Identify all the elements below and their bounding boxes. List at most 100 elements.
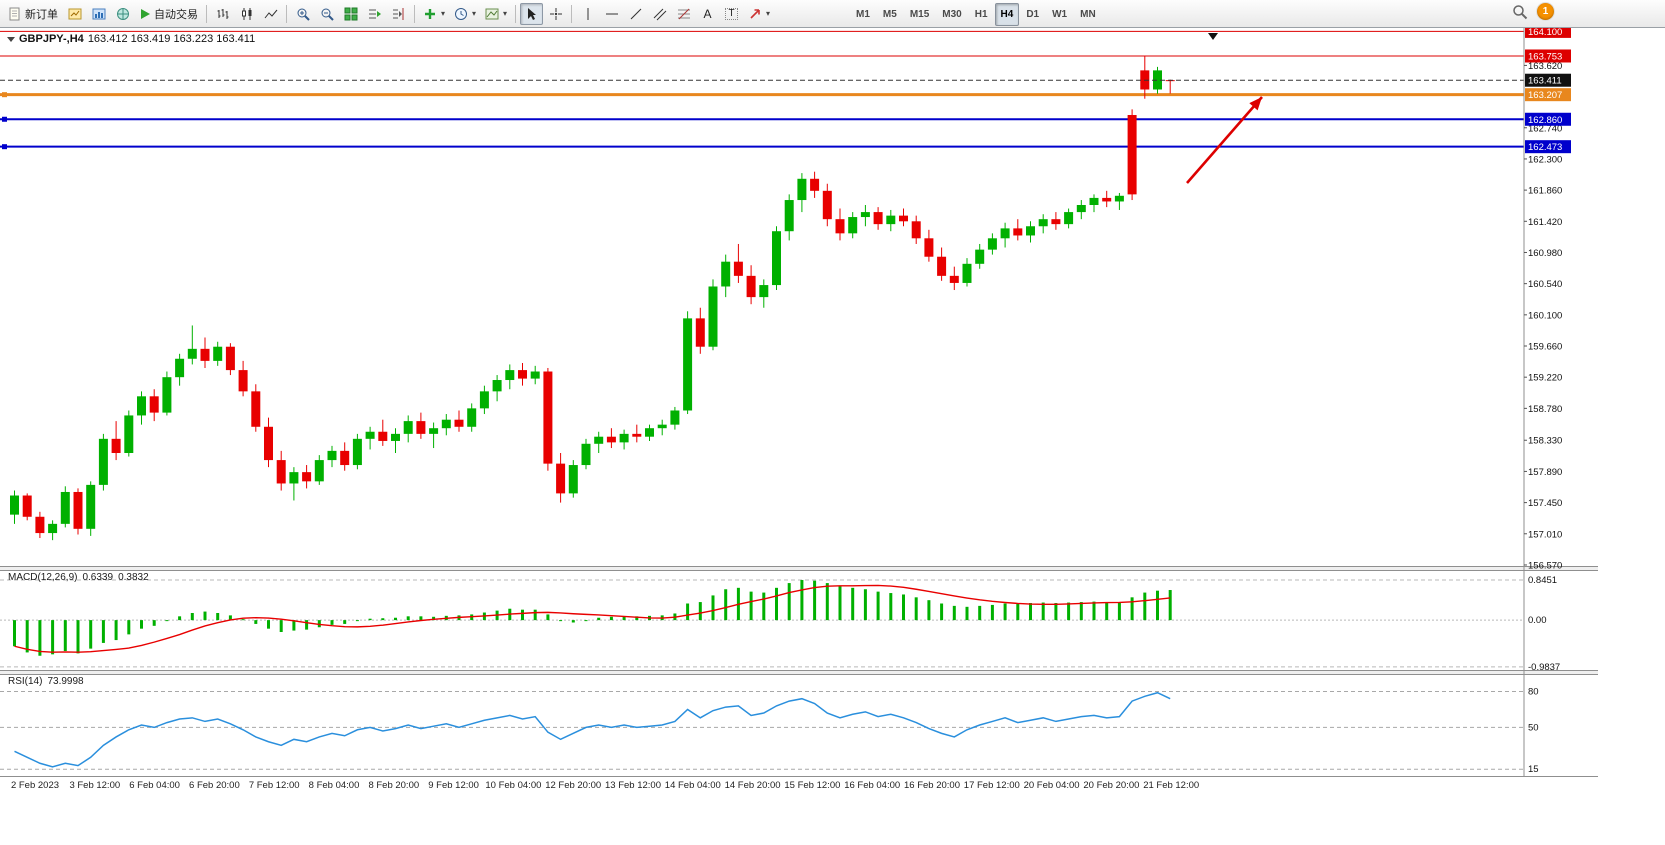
price-axis-label: 158.780: [1528, 404, 1562, 415]
new-chart-button[interactable]: [63, 3, 86, 25]
panel-separator[interactable]: [0, 670, 1598, 671]
candle: [429, 422, 439, 449]
timeframe-button-m1[interactable]: M1: [856, 9, 870, 20]
autotrading-button[interactable]: 自动交易: [135, 3, 202, 25]
search-icon[interactable]: [1512, 4, 1528, 20]
timeframe-button-h4[interactable]: H4: [994, 3, 1020, 26]
zoom-in-button[interactable]: [291, 3, 314, 25]
equidistant-channel-button[interactable]: [648, 3, 671, 25]
candle: [137, 391, 146, 425]
vertical-line-button[interactable]: [576, 3, 599, 25]
candle: [581, 438, 591, 470]
timeframe-button-m30[interactable]: M30: [942, 9, 962, 20]
macd-histogram-bar: [889, 593, 893, 621]
macd-histogram-bar: [76, 620, 80, 654]
candle: [365, 426, 375, 450]
candle: [111, 421, 121, 461]
macd-panel-header: MACD(12,26,9) 0.6339 0.3832: [8, 572, 149, 583]
collapse-triangle-icon[interactable]: [7, 36, 15, 42]
price-tag: [1525, 73, 1571, 87]
candle: [518, 363, 527, 386]
panel-separator[interactable]: [0, 567, 1598, 570]
cursor-button[interactable]: [520, 2, 544, 25]
trendline-button[interactable]: [624, 3, 647, 25]
rsi-axis-label: 50: [1528, 722, 1539, 733]
timeframe-button-d1[interactable]: D1: [1026, 9, 1040, 20]
arrows-dropdown-button[interactable]: ▾: [744, 3, 774, 25]
panel-separator[interactable]: [0, 566, 1598, 567]
macd-histogram-bar: [622, 616, 626, 621]
indicators-plus-icon: [425, 8, 435, 19]
timeframe-button-h1[interactable]: H1: [974, 9, 988, 20]
candle: [797, 173, 807, 213]
macd-histogram-bar: [267, 620, 270, 629]
horizontal-line-button[interactable]: [600, 3, 623, 25]
macd-histogram-bar: [927, 600, 931, 621]
fibonacci-button[interactable]: [672, 3, 695, 25]
price-axis-label: 159.220: [1528, 373, 1562, 384]
time-axis-label: 14 Feb 20:00: [725, 780, 781, 791]
notification-badge[interactable]: 1: [1537, 3, 1554, 20]
chart-plot[interactable]: [0, 28, 1524, 776]
candle: [340, 442, 350, 471]
macd-histogram-bar: [190, 613, 194, 621]
new-order-label: 新订单: [25, 8, 58, 21]
horizontal-line-icon: [605, 13, 618, 14]
line-chart-button[interactable]: [259, 3, 282, 25]
candle: [759, 279, 769, 308]
line-anchor-handle[interactable]: [2, 144, 7, 150]
macd-histogram-bar: [114, 620, 118, 641]
macd-histogram-bar: [978, 605, 982, 621]
candle: [1000, 222, 1010, 248]
macd-histogram-bar: [813, 580, 817, 621]
candlestick-chart-button[interactable]: [235, 3, 258, 25]
macd-histogram-bar: [1003, 603, 1007, 621]
line-anchor-handle[interactable]: [2, 116, 7, 122]
vertical-line-icon: [587, 7, 589, 20]
text-label-button[interactable]: T: [720, 3, 743, 25]
templates-button[interactable]: ▾: [481, 3, 511, 25]
trend-arrow-head[interactable]: [1249, 97, 1262, 111]
bar-chart-button[interactable]: [211, 3, 234, 25]
toolbar-separator: [414, 4, 415, 23]
macd-histogram-bar: [698, 602, 702, 621]
panel-separator[interactable]: [0, 674, 1598, 675]
trend-arrow-annotation[interactable]: [1186, 96, 1263, 184]
channel-icon: [653, 8, 666, 20]
text-tool-button[interactable]: A: [696, 3, 719, 25]
crosshair-button[interactable]: [544, 3, 567, 25]
rsi-label: RSI(14): [8, 676, 43, 687]
macd-histogram-bar: [1143, 592, 1147, 621]
candle: [441, 414, 451, 436]
line-anchor-handle[interactable]: [2, 92, 7, 98]
indicators-button[interactable]: ▾: [419, 3, 449, 25]
timeframe-button-mn[interactable]: MN: [1080, 9, 1096, 20]
candle: [149, 389, 159, 422]
macd-histogram-bar: [711, 595, 715, 621]
profiles-button[interactable]: [87, 3, 110, 25]
data-window-button[interactable]: [111, 3, 134, 25]
panel-separator[interactable]: [0, 570, 1598, 571]
candle: [454, 410, 464, 432]
periods-button[interactable]: ▾: [450, 3, 480, 25]
down-triangle-marker[interactable]: [1208, 33, 1218, 40]
candle: [1114, 192, 1124, 210]
chart-shift-button[interactable]: [387, 3, 410, 25]
zoom-out-button[interactable]: [315, 3, 338, 25]
timeframe-button-w1[interactable]: W1: [1052, 9, 1068, 20]
new-order-button[interactable]: 新订单: [4, 3, 62, 25]
time-axis-label: 7 Feb 12:00: [249, 780, 300, 791]
candle: [200, 337, 210, 368]
candle: [1089, 194, 1099, 213]
tile-windows-button[interactable]: [339, 3, 362, 25]
panel-separator[interactable]: [0, 671, 1598, 674]
macd-histogram-bar: [952, 605, 956, 621]
auto-scroll-button[interactable]: [363, 3, 386, 25]
candle: [98, 433, 108, 491]
profiles-icon: [92, 8, 105, 19]
price-tag: [1525, 112, 1571, 126]
timeframe-button-m5[interactable]: M5: [882, 9, 897, 20]
timeframe-button-m15[interactable]: M15: [909, 9, 930, 20]
macd-histogram-bar: [1067, 602, 1071, 621]
